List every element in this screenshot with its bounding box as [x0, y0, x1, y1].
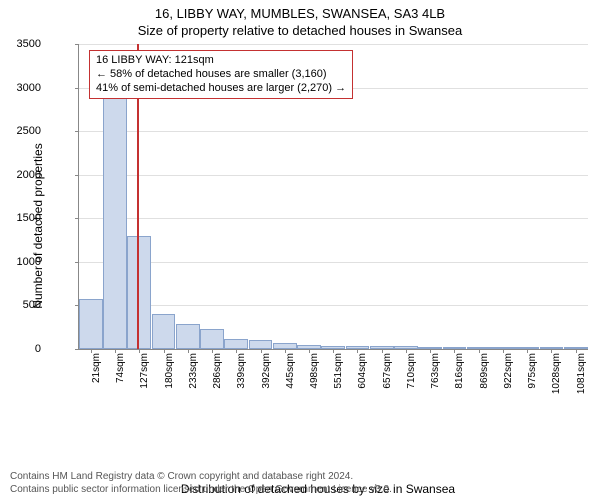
- x-tick-label: 180sqm: [164, 353, 175, 389]
- plot-area: 050010001500200025003000350021sqm74sqm12…: [78, 44, 588, 350]
- page-subtitle: Size of property relative to detached ho…: [0, 21, 600, 38]
- x-tick-label: 286sqm: [212, 353, 223, 389]
- gridline: [79, 305, 588, 306]
- x-tick-label: 816sqm: [454, 353, 465, 389]
- y-tick-label: 1000: [11, 256, 45, 268]
- gridline: [79, 131, 588, 132]
- page-root: 16, LIBBY WAY, MUMBLES, SWANSEA, SA3 4LB…: [0, 0, 600, 500]
- y-tick-label: 2000: [11, 169, 45, 181]
- x-tick-label: 498sqm: [309, 353, 320, 389]
- bar: [127, 236, 151, 349]
- footer-attribution: Contains HM Land Registry data © Crown c…: [10, 471, 392, 496]
- x-tick-label: 74sqm: [115, 353, 126, 383]
- gridline: [79, 262, 588, 263]
- annotation-line: 16 LIBBY WAY: 121sqm: [96, 54, 346, 68]
- y-tick-label: 3000: [11, 82, 45, 94]
- x-tick-label: 233sqm: [188, 353, 199, 389]
- x-tick-label: 975sqm: [527, 353, 538, 389]
- x-tick-label: 710sqm: [406, 353, 417, 389]
- bar: [224, 339, 248, 349]
- bar: [103, 96, 127, 349]
- footer-line-1: Contains HM Land Registry data © Crown c…: [10, 471, 392, 484]
- x-tick-label: 445sqm: [285, 353, 296, 389]
- y-tick-mark: [75, 88, 79, 89]
- page-title: 16, LIBBY WAY, MUMBLES, SWANSEA, SA3 4LB: [0, 0, 600, 21]
- bar: [176, 324, 200, 349]
- x-tick-label: 657sqm: [382, 353, 393, 389]
- y-tick-label: 3500: [11, 38, 45, 50]
- x-tick-label: 1028sqm: [551, 353, 562, 394]
- gridline: [79, 218, 588, 219]
- gridline: [79, 44, 588, 45]
- y-tick-mark: [75, 175, 79, 176]
- x-tick-label: 869sqm: [479, 353, 490, 389]
- y-tick-label: 1500: [11, 212, 45, 224]
- y-tick-label: 2500: [11, 125, 45, 137]
- x-tick-label: 127sqm: [139, 353, 150, 389]
- bar: [79, 299, 103, 349]
- y-tick-mark: [75, 131, 79, 132]
- chart-container: Number of detached properties 0500100015…: [44, 44, 592, 408]
- annotation-line: ← 58% of detached houses are smaller (3,…: [96, 68, 346, 82]
- x-tick-label: 21sqm: [91, 353, 102, 383]
- gridline: [79, 175, 588, 176]
- y-tick-mark: [75, 349, 79, 350]
- x-tick-label: 1081sqm: [576, 353, 587, 394]
- y-tick-mark: [75, 218, 79, 219]
- y-tick-mark: [75, 262, 79, 263]
- bar: [200, 329, 224, 349]
- footer-line-2: Contains public sector information licen…: [10, 484, 392, 497]
- x-tick-label: 551sqm: [333, 353, 344, 389]
- y-tick-label: 500: [11, 299, 45, 311]
- y-tick-label: 0: [11, 343, 45, 355]
- marker-annotation: 16 LIBBY WAY: 121sqm← 58% of detached ho…: [89, 50, 353, 99]
- x-tick-label: 392sqm: [261, 353, 272, 389]
- x-tick-label: 922sqm: [503, 353, 514, 389]
- annotation-line: 41% of semi-detached houses are larger (…: [96, 82, 346, 96]
- x-tick-label: 763sqm: [430, 353, 441, 389]
- bar: [152, 314, 176, 349]
- x-tick-label: 339sqm: [236, 353, 247, 389]
- bar: [249, 340, 273, 349]
- y-tick-mark: [75, 44, 79, 45]
- x-tick-label: 604sqm: [357, 353, 368, 389]
